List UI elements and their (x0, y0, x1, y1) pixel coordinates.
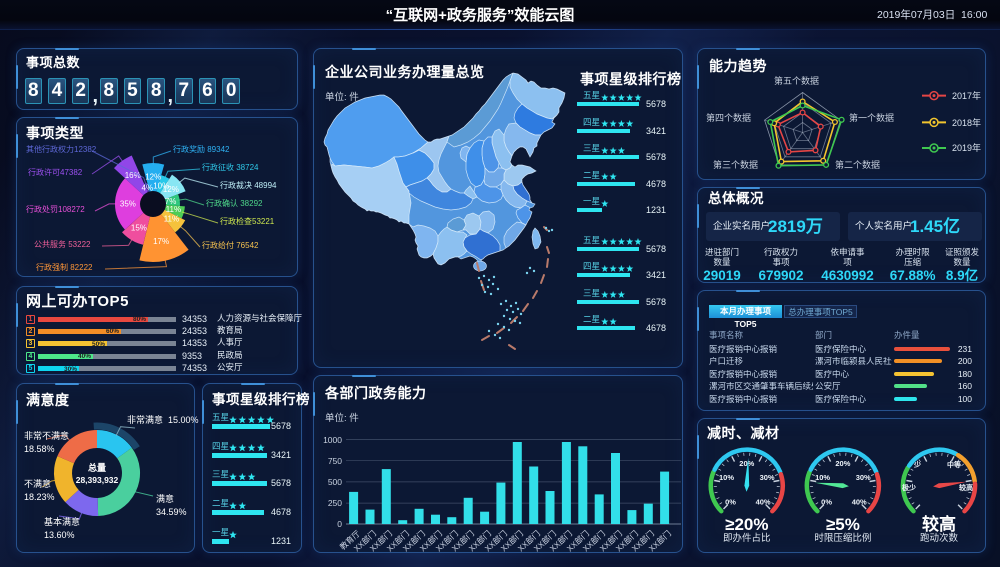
svg-text:12%: 12% (163, 185, 179, 194)
svg-text:20%: 20% (835, 459, 850, 468)
svg-text:16%: 16% (125, 171, 141, 180)
svg-text:10%: 10% (719, 473, 734, 482)
svg-text:20%: 20% (739, 459, 754, 468)
svg-text:11%: 11% (164, 215, 179, 224)
svg-text:10%: 10% (153, 182, 169, 191)
svg-text:11%: 11% (166, 205, 181, 214)
svg-text:30%: 30% (760, 473, 775, 482)
svg-text:15%: 15% (131, 223, 147, 232)
svg-text:40%: 40% (852, 498, 867, 507)
svg-text:30%: 30% (856, 473, 871, 482)
svg-text:0%: 0% (725, 498, 736, 507)
svg-text:0%: 0% (821, 498, 832, 507)
svg-text:40%: 40% (756, 498, 771, 507)
svg-text:35%: 35% (120, 200, 136, 209)
svg-text:17%: 17% (153, 237, 169, 246)
svg-text:4%: 4% (142, 184, 154, 193)
svg-text:10%: 10% (815, 473, 830, 482)
svg-text:12%: 12% (145, 172, 161, 181)
svg-text:7%: 7% (165, 197, 177, 206)
